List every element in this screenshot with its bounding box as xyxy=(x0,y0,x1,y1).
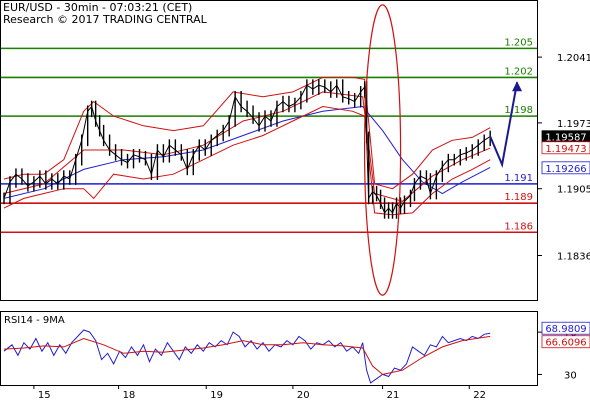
rsi-title: RSI14 - 9MA xyxy=(4,315,65,326)
time-tick-label-0: 15 xyxy=(38,390,51,400)
main-plot-border xyxy=(0,0,538,301)
price-axis: 1.2041 1.1973 1.1905 1.1836 xyxy=(537,53,590,262)
main-panel-frame xyxy=(0,0,538,386)
price-tick-label-1: 1.1973 xyxy=(557,119,590,130)
price-tick-label-0: 1.2041 xyxy=(557,53,590,64)
indicator-lines xyxy=(3,76,491,216)
price-tag-label-2: 1.19266 xyxy=(545,164,586,175)
level-label-3: 1.191 xyxy=(504,173,533,184)
chart-title: EUR/USD - 30min - 07:03:21 (CET) xyxy=(3,1,193,14)
level-label-5: 1.186 xyxy=(504,221,533,232)
price-tag-label-1: 1.19473 xyxy=(545,144,586,155)
time-tick-label-3: 20 xyxy=(297,390,310,400)
price-tag-1 xyxy=(541,141,590,155)
rsi-series-1 xyxy=(3,335,491,375)
band-upper-line xyxy=(3,76,491,190)
annotation-arrow xyxy=(489,82,519,168)
price-tick-label-2: 1.1905 xyxy=(557,185,590,196)
rsi-tag-label-0: 68.9809 xyxy=(545,324,586,335)
chart-subtitle: Research © 2017 TRADING CENTRAL xyxy=(3,13,207,26)
level-lines: 1.205 1.202 1.198 1.191 1.189 1.186 xyxy=(1,37,537,234)
annotation-ellipse xyxy=(363,4,402,296)
rsi-tag-label-1: 66.6096 xyxy=(545,338,586,349)
rsi-tick-label-1: 30 xyxy=(564,370,577,381)
price-line xyxy=(3,84,491,214)
level-label-1: 1.202 xyxy=(504,66,533,77)
price-tag-label-0: 1.19587 xyxy=(545,133,586,144)
time-tick-label-1: 18 xyxy=(123,390,136,400)
band-lower-line xyxy=(3,105,491,216)
rsi-plot-border xyxy=(0,311,538,386)
price-tick-label-3: 1.1836 xyxy=(557,251,590,262)
rsi-tag-0 xyxy=(541,321,590,335)
level-label-4: 1.189 xyxy=(504,192,533,203)
annotations xyxy=(363,4,523,296)
level-label-2: 1.198 xyxy=(504,105,533,116)
rsi-tag-1 xyxy=(541,335,590,349)
time-axis: 15 18 19 20 21 22 xyxy=(33,385,486,400)
price-tag-2 xyxy=(541,161,590,175)
time-tick-label-5: 22 xyxy=(473,390,486,400)
level-label-0: 1.205 xyxy=(504,37,533,48)
candles xyxy=(3,79,491,219)
time-tick-label-4: 21 xyxy=(387,390,400,400)
annotation-arrowhead xyxy=(512,81,523,92)
time-tick-label-2: 19 xyxy=(210,390,223,400)
rsi-series-0 xyxy=(3,329,491,384)
